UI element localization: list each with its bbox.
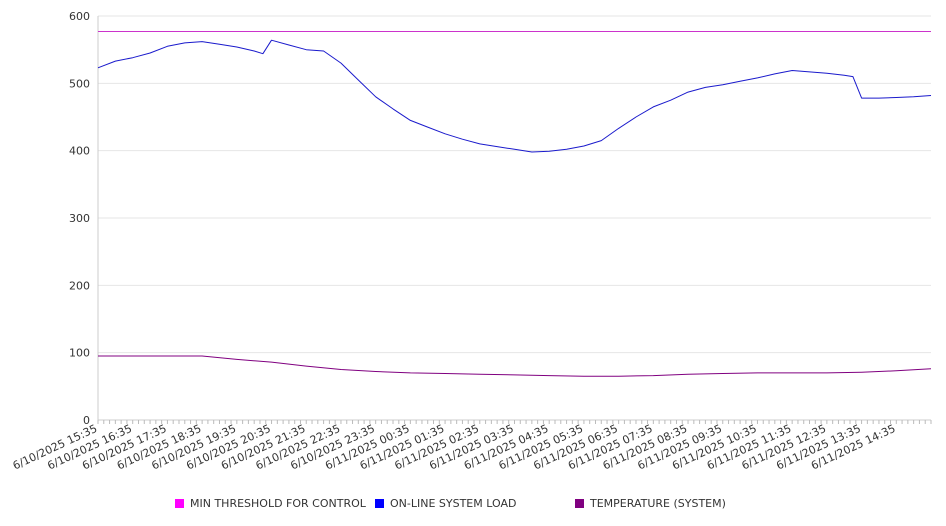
grid bbox=[98, 15, 931, 354]
y-tick-label: 500 bbox=[69, 77, 90, 90]
y-tick-label: 200 bbox=[69, 279, 90, 292]
legend: MIN THRESHOLD FOR CONTROL ON-LINE SYSTEM… bbox=[0, 497, 946, 515]
legend-swatch-temperature bbox=[575, 499, 584, 508]
y-tick-label: 300 bbox=[69, 212, 90, 225]
y-tick-label: 600 bbox=[69, 10, 90, 23]
axes bbox=[97, 16, 932, 424]
legend-swatch-load bbox=[375, 499, 384, 508]
series-line-temperature bbox=[98, 355, 932, 377]
y-tick-label: 400 bbox=[69, 145, 90, 158]
legend-item-temperature[interactable]: TEMPERATURE (SYSTEM) bbox=[575, 497, 726, 510]
legend-swatch-threshold bbox=[175, 499, 184, 508]
legend-label-load: ON-LINE SYSTEM LOAD bbox=[390, 497, 517, 510]
legend-label-temperature: TEMPERATURE (SYSTEM) bbox=[590, 497, 726, 510]
legend-item-load[interactable]: ON-LINE SYSTEM LOAD bbox=[375, 497, 516, 510]
series-line-load bbox=[97, 39, 932, 153]
y-tick-label: 0 bbox=[83, 414, 90, 427]
legend-label-threshold: MIN THRESHOLD FOR CONTROL bbox=[190, 497, 366, 510]
y-tick-label: 100 bbox=[69, 347, 90, 360]
legend-item-threshold[interactable]: MIN THRESHOLD FOR CONTROL bbox=[175, 497, 366, 510]
series bbox=[97, 31, 932, 377]
